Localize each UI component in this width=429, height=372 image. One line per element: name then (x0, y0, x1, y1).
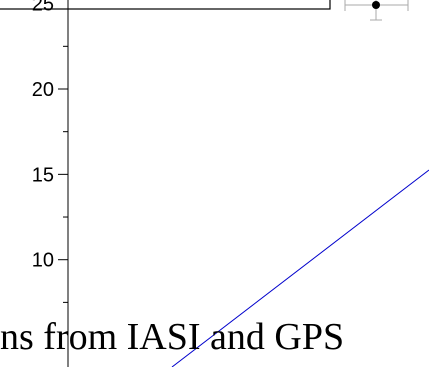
y-axis-ticks (58, 45, 68, 303)
legend-box (0, 0, 331, 10)
y-tick-label: 10 (32, 250, 54, 272)
y-tick-label: 20 (32, 79, 54, 101)
y-tick-label-top: 25 (32, 0, 54, 16)
data-point (372, 1, 380, 9)
series-layer (171, 0, 429, 368)
y-axis-tick-labels: 10 15 20 25 (32, 0, 54, 272)
y-tick-label: 15 (32, 164, 54, 186)
figure-caption: ns from IASI and GPS (0, 316, 345, 358)
fit-line (171, 169, 429, 368)
